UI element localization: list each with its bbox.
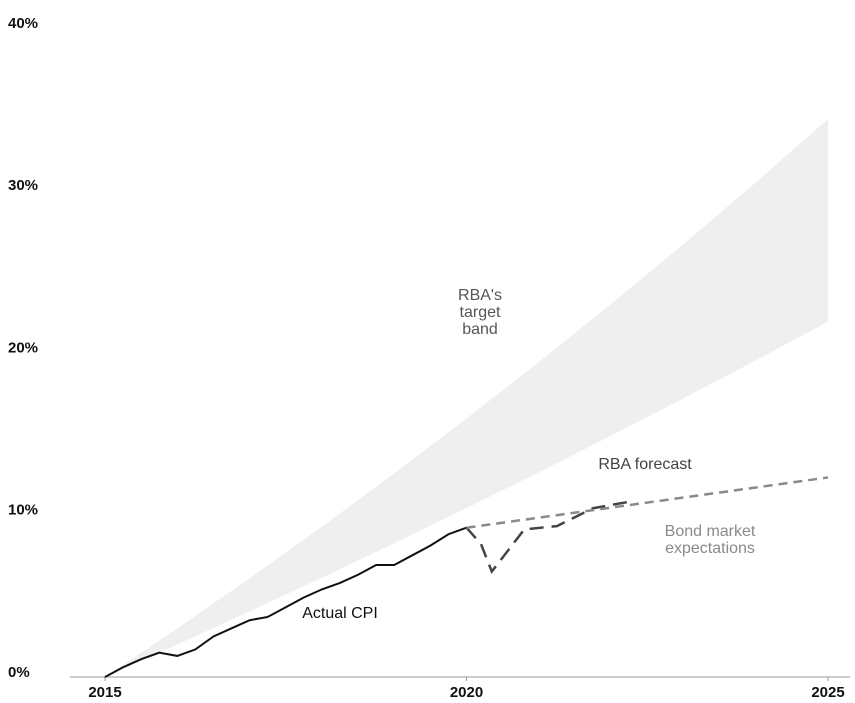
series-line [104, 526, 467, 678]
x-tick-label: 2025 [811, 684, 844, 701]
x-tick-label: 2015 [88, 684, 121, 701]
y-tick-label: 20% [8, 339, 38, 356]
x-tick-label: 2020 [450, 684, 483, 701]
series-label: RBA forecast [598, 456, 692, 473]
y-tick-label: 10% [8, 502, 38, 519]
y-tick-label: 30% [8, 177, 38, 194]
y-tick-label: 0% [8, 664, 30, 681]
y-tick-label: 40% [8, 15, 38, 32]
series-label: Actual CPI [302, 605, 378, 622]
series-label: Bond market expectations [664, 523, 756, 557]
band-label: RBA's target band [458, 287, 502, 338]
target-band [105, 119, 828, 678]
series-line [466, 476, 829, 529]
series-line [465, 500, 630, 575]
